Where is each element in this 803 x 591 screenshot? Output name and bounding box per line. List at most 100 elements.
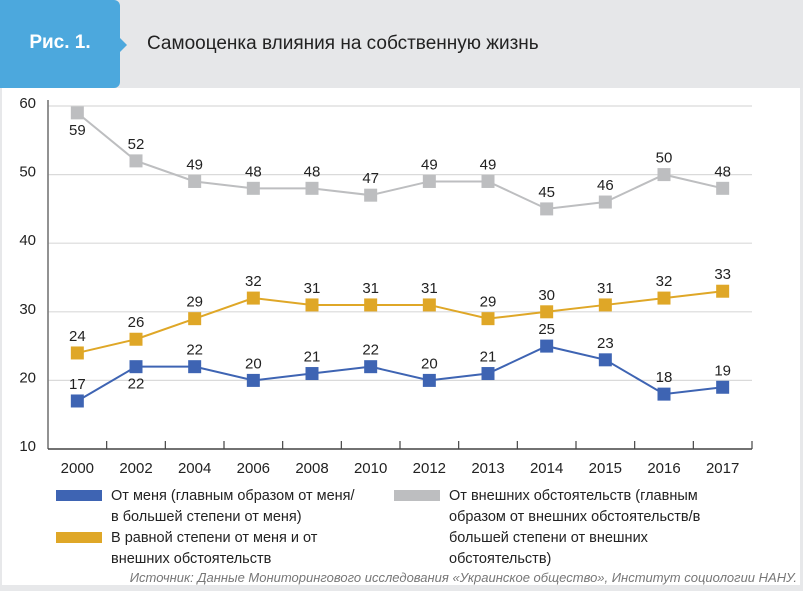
data-point	[364, 298, 378, 312]
data-label: 45	[538, 184, 555, 201]
x-tick-label: 2002	[119, 460, 152, 477]
data-point	[657, 291, 671, 305]
data-point	[70, 346, 84, 360]
data-label: 31	[597, 280, 614, 297]
data-point	[188, 312, 202, 326]
data-point	[481, 174, 495, 188]
data-point	[246, 373, 260, 387]
data-point	[422, 174, 436, 188]
data-label: 33	[714, 266, 731, 283]
y-tick-label: 10	[19, 438, 36, 455]
data-label: 22	[128, 376, 145, 393]
data-label: 18	[656, 369, 673, 386]
data-point	[188, 174, 202, 188]
data-label: 32	[245, 273, 262, 290]
data-label: 19	[714, 362, 731, 379]
x-tick-label: 2016	[647, 460, 680, 477]
data-point	[305, 181, 319, 195]
data-label: 25	[538, 321, 555, 338]
x-tick-label: 2008	[295, 460, 328, 477]
y-tick-label: 30	[19, 301, 36, 318]
data-point	[716, 284, 730, 298]
data-point	[540, 305, 554, 319]
legend-item-me: От меня (главным образом от меня/ в боль…	[56, 486, 355, 528]
data-label: 46	[597, 177, 614, 194]
data-point	[422, 373, 436, 387]
data-point	[305, 298, 319, 312]
data-point	[716, 181, 730, 195]
x-tick-label: 2010	[354, 460, 387, 477]
y-tick-label: 20	[19, 369, 36, 386]
data-label: 21	[480, 349, 497, 366]
data-point	[246, 291, 260, 305]
figure-label: Рис. 1.	[29, 32, 91, 53]
data-point	[305, 367, 319, 381]
data-point	[364, 188, 378, 202]
legend-label-external: От внешних обстоятельств (главным образо…	[449, 488, 701, 567]
data-point	[540, 339, 554, 353]
legend-label-equal: В равной степени от меня и от внешних об…	[111, 530, 318, 567]
data-label: 31	[421, 280, 438, 297]
data-label: 29	[186, 294, 203, 311]
figure-header: Рис. 1. Самооценка влияния на собственну…	[0, 0, 803, 88]
data-point	[657, 387, 671, 401]
data-point	[657, 168, 671, 182]
data-label: 48	[304, 163, 321, 180]
x-tick-label: 2014	[530, 460, 563, 477]
legend-item-external: От внешних обстоятельств (главным образо…	[394, 486, 700, 570]
x-tick-label: 2006	[237, 460, 270, 477]
data-label: 23	[597, 335, 614, 352]
data-label: 31	[362, 280, 379, 297]
series-line	[77, 290, 723, 354]
data-label: 20	[245, 355, 262, 372]
data-point	[481, 312, 495, 326]
data-label: 32	[656, 273, 673, 290]
data-label: 48	[245, 163, 262, 180]
tab-arrow-icon	[120, 38, 127, 52]
series-line	[76, 112, 723, 210]
data-point	[598, 298, 612, 312]
chart-title: Самооценка влияния на собственную жизнь	[147, 33, 539, 54]
series-line	[76, 345, 723, 402]
legend-swatch-external	[394, 490, 440, 501]
legend-label-me: От меня (главным образом от меня/ в боль…	[111, 488, 355, 525]
data-label: 59	[69, 122, 86, 139]
data-point	[598, 353, 612, 367]
data-label: 24	[69, 328, 86, 345]
x-tick-label: 2004	[178, 460, 211, 477]
data-label: 47	[362, 170, 379, 187]
y-tick-label: 50	[19, 164, 36, 181]
data-label: 21	[304, 349, 321, 366]
legend-item-equal: В равной степени от меня и от внешних об…	[56, 528, 317, 570]
data-label: 26	[128, 314, 145, 331]
figure-tab: Рис. 1.	[0, 0, 120, 88]
data-label: 22	[362, 342, 379, 359]
data-label: 50	[656, 150, 673, 167]
data-point	[188, 360, 202, 374]
data-label: 31	[304, 280, 321, 297]
y-tick-label: 40	[19, 232, 36, 249]
x-tick-label: 2017	[706, 460, 739, 477]
data-label: 20	[421, 355, 438, 372]
data-point	[70, 394, 84, 408]
data-point	[246, 181, 260, 195]
data-point	[422, 298, 436, 312]
data-label: 22	[186, 342, 203, 359]
data-label: 48	[714, 163, 731, 180]
data-point	[129, 154, 143, 168]
source-note: Источник: Данные Мониторингового исследо…	[129, 570, 797, 585]
x-tick-label: 2013	[471, 460, 504, 477]
data-label: 30	[538, 287, 555, 304]
data-point	[540, 202, 554, 216]
data-label: 49	[480, 156, 497, 173]
data-label: 52	[128, 136, 145, 153]
y-tick-label: 60	[19, 95, 36, 112]
data-label: 17	[69, 376, 86, 393]
data-point	[70, 106, 84, 120]
data-label: 29	[480, 294, 497, 311]
x-tick-label: 2012	[413, 460, 446, 477]
x-tick-label: 2015	[589, 460, 622, 477]
legend-swatch-me	[56, 490, 102, 501]
data-label: 49	[186, 156, 203, 173]
